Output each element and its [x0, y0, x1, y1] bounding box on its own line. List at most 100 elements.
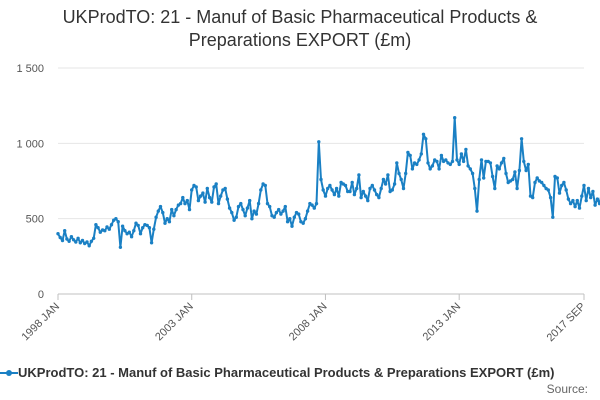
data-point[interactable] — [406, 150, 410, 155]
data-point[interactable] — [568, 201, 573, 206]
data-point[interactable] — [397, 171, 401, 176]
data-point[interactable] — [210, 200, 214, 204]
data-point[interactable] — [285, 220, 290, 224]
data-point[interactable] — [502, 156, 506, 161]
data-point[interactable] — [477, 177, 481, 182]
data-point[interactable] — [408, 153, 412, 158]
data-point[interactable] — [381, 177, 386, 182]
data-point[interactable] — [232, 218, 236, 222]
data-point[interactable] — [129, 235, 134, 239]
data-point[interactable] — [301, 221, 305, 225]
data-point[interactable] — [127, 230, 131, 234]
data-point[interactable] — [526, 162, 530, 167]
data-point[interactable] — [404, 171, 408, 176]
data-point[interactable] — [103, 229, 107, 233]
data-point[interactable] — [468, 167, 472, 171]
data-point[interactable] — [147, 226, 152, 230]
data-point[interactable] — [350, 180, 354, 185]
data-point[interactable] — [165, 217, 169, 221]
data-point[interactable] — [522, 159, 526, 164]
data-point[interactable] — [62, 229, 67, 233]
data-point[interactable] — [531, 195, 535, 200]
data-point[interactable] — [212, 185, 216, 189]
data-point[interactable] — [292, 215, 296, 219]
data-point[interactable] — [464, 147, 468, 152]
data-point[interactable] — [366, 198, 370, 203]
data-point[interactable] — [254, 212, 259, 216]
data-point[interactable] — [98, 230, 103, 234]
data-point[interactable] — [116, 220, 120, 224]
data-point[interactable] — [555, 176, 559, 180]
data-point[interactable] — [392, 182, 397, 186]
data-point[interactable] — [363, 194, 368, 198]
data-point[interactable] — [236, 204, 241, 209]
data-point[interactable] — [317, 140, 321, 144]
data-point[interactable] — [584, 198, 588, 203]
data-point[interactable] — [181, 195, 185, 200]
data-point[interactable] — [248, 198, 252, 203]
data-point[interactable] — [495, 164, 499, 168]
data-point[interactable] — [515, 186, 519, 191]
data-point[interactable] — [89, 239, 94, 243]
data-point[interactable] — [71, 238, 76, 242]
data-point[interactable] — [314, 201, 319, 206]
data-point[interactable] — [383, 182, 388, 186]
data-point[interactable] — [399, 177, 403, 182]
data-point[interactable] — [435, 159, 439, 164]
data-point[interactable] — [76, 236, 80, 240]
data-point[interactable] — [149, 241, 154, 245]
data-point[interactable] — [470, 171, 475, 176]
data-point[interactable] — [230, 210, 234, 215]
data-point[interactable] — [582, 183, 586, 188]
data-point[interactable] — [65, 237, 69, 241]
data-point[interactable] — [60, 238, 65, 243]
data-point[interactable] — [145, 223, 149, 228]
data-point[interactable] — [517, 168, 522, 173]
data-point[interactable] — [511, 177, 515, 182]
data-point[interactable] — [277, 207, 281, 212]
data-point[interactable] — [448, 162, 452, 167]
data-point[interactable] — [172, 214, 176, 218]
data-point[interactable] — [357, 173, 361, 177]
data-point[interactable] — [274, 210, 279, 215]
data-point[interactable] — [439, 153, 444, 158]
data-point[interactable] — [321, 188, 325, 192]
data-point[interactable] — [152, 227, 156, 231]
data-point[interactable] — [493, 186, 497, 191]
data-point[interactable] — [479, 158, 484, 162]
data-point[interactable] — [56, 232, 60, 236]
data-point[interactable] — [107, 227, 112, 231]
data-point[interactable] — [290, 224, 294, 228]
data-point[interactable] — [410, 167, 415, 171]
data-point[interactable] — [310, 203, 314, 207]
data-point[interactable] — [519, 137, 524, 141]
data-point[interactable] — [268, 204, 272, 209]
data-point[interactable] — [577, 206, 582, 210]
data-point[interactable] — [595, 197, 600, 201]
data-point[interactable] — [562, 180, 566, 185]
data-point[interactable] — [488, 161, 493, 165]
data-point[interactable] — [205, 186, 209, 191]
data-point[interactable] — [370, 183, 374, 188]
data-point[interactable] — [94, 223, 98, 227]
data-point[interactable] — [548, 195, 553, 200]
data-point[interactable] — [475, 209, 479, 213]
data-point[interactable] — [134, 221, 138, 225]
data-point[interactable] — [419, 152, 423, 156]
data-point[interactable] — [564, 188, 568, 192]
data-point[interactable] — [263, 183, 267, 188]
data-point[interactable] — [524, 168, 528, 173]
data-point[interactable] — [250, 217, 254, 221]
data-point[interactable] — [482, 176, 486, 180]
data-point[interactable] — [551, 215, 555, 219]
data-point[interactable] — [185, 198, 189, 203]
data-point[interactable] — [174, 207, 178, 212]
data-point[interactable] — [156, 209, 160, 213]
data-point[interactable] — [219, 194, 223, 198]
data-point[interactable] — [305, 209, 310, 213]
data-point[interactable] — [557, 191, 562, 195]
data-point[interactable] — [589, 195, 593, 200]
data-point[interactable] — [279, 212, 283, 216]
data-point[interactable] — [178, 201, 183, 206]
data-point[interactable] — [504, 171, 508, 176]
